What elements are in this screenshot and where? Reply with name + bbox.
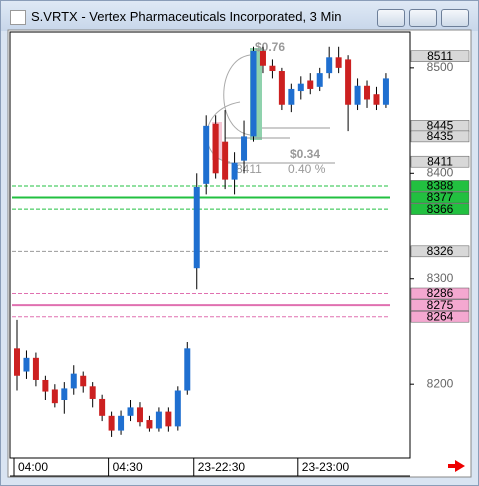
candle-body	[174, 390, 181, 427]
candle-body	[382, 78, 389, 105]
candle-body	[203, 125, 210, 184]
candle-body	[14, 348, 20, 376]
y-tick-label: 8400	[427, 165, 454, 179]
candle-body	[212, 123, 219, 174]
price-tag-label: 8377	[427, 190, 454, 204]
candle-body	[99, 398, 106, 416]
x-tick-label: 23-23:00	[302, 460, 350, 474]
candle-body	[231, 162, 238, 180]
annotation: $0.76	[255, 40, 285, 54]
annotation: 0.40 %	[288, 162, 326, 176]
price-tag	[410, 191, 470, 204]
candle-body	[364, 85, 371, 100]
price-tag	[410, 180, 470, 192]
candle-body	[288, 88, 295, 105]
candle-body	[80, 375, 87, 387]
candle-body	[354, 85, 361, 105]
annotation: 8411	[236, 162, 262, 176]
price-tag-label: 8286	[427, 286, 454, 300]
price-tag	[410, 310, 470, 323]
candle-body	[222, 141, 229, 180]
candle-body	[335, 57, 342, 68]
price-tag	[410, 245, 470, 258]
price-tag	[410, 50, 470, 63]
x-tick-label: 23-22:30	[198, 460, 246, 474]
y-tick-label: 8200	[427, 376, 454, 390]
price-tag-label: 8435	[427, 129, 454, 143]
candle-body	[118, 415, 125, 431]
maximize-button[interactable]	[409, 9, 437, 27]
candle-body	[61, 388, 68, 401]
candle-body	[326, 57, 333, 74]
candle-body	[184, 348, 191, 391]
price-tag-label: 8326	[427, 244, 454, 258]
candle-body	[146, 420, 153, 429]
candle-body	[259, 50, 266, 66]
candle-body	[373, 94, 380, 105]
app-icon	[10, 10, 26, 25]
candle-body	[23, 357, 30, 372]
candle-body	[250, 50, 257, 137]
candle-body	[89, 386, 96, 399]
price-tag	[410, 130, 470, 143]
price-tag	[410, 203, 470, 215]
price-tag-label: 8445	[427, 119, 454, 133]
candle-body	[108, 415, 115, 431]
candle-body	[307, 80, 314, 89]
candle-body	[42, 379, 49, 392]
price-tag-label: 8411	[427, 154, 453, 168]
candle-body	[241, 136, 248, 161]
candle-body	[345, 59, 352, 105]
price-tag-label: 8511	[427, 49, 453, 63]
candle-body	[70, 373, 77, 389]
price-tag-label: 8275	[427, 298, 454, 312]
price-tag-label: 8366	[427, 202, 454, 216]
candle-body	[269, 65, 276, 72]
price-tag	[410, 299, 470, 311]
title-bar: S.VRTX - Vertex Pharmaceuticals Incorpor…	[1, 1, 478, 31]
candle-body	[51, 389, 58, 404]
candle-body	[165, 411, 172, 427]
candle-body	[155, 411, 162, 429]
y-tick-label: 8500	[427, 60, 454, 74]
candle-body	[32, 357, 39, 380]
candle-body	[278, 71, 285, 105]
price-tag	[410, 287, 470, 300]
y-tick-label: 8300	[427, 271, 454, 285]
candle-body	[316, 73, 323, 87]
candle-body	[297, 83, 304, 92]
candle-body	[136, 407, 143, 423]
price-tag-label: 8388	[427, 179, 454, 193]
price-tag-label: 8264	[427, 309, 454, 323]
candle-body	[193, 187, 200, 269]
window-title: S.VRTX - Vertex Pharmaceuticals Incorpor…	[31, 9, 342, 24]
close-button[interactable]	[441, 9, 469, 27]
candle-body	[127, 407, 134, 416]
scroll-arrow[interactable]	[448, 460, 465, 472]
annotation: $0.34	[290, 147, 320, 161]
price-tag	[410, 155, 470, 168]
minimize-button[interactable]	[377, 9, 405, 27]
x-tick-label: 04:30	[113, 460, 143, 474]
x-tick-label: 04:00	[18, 460, 48, 474]
